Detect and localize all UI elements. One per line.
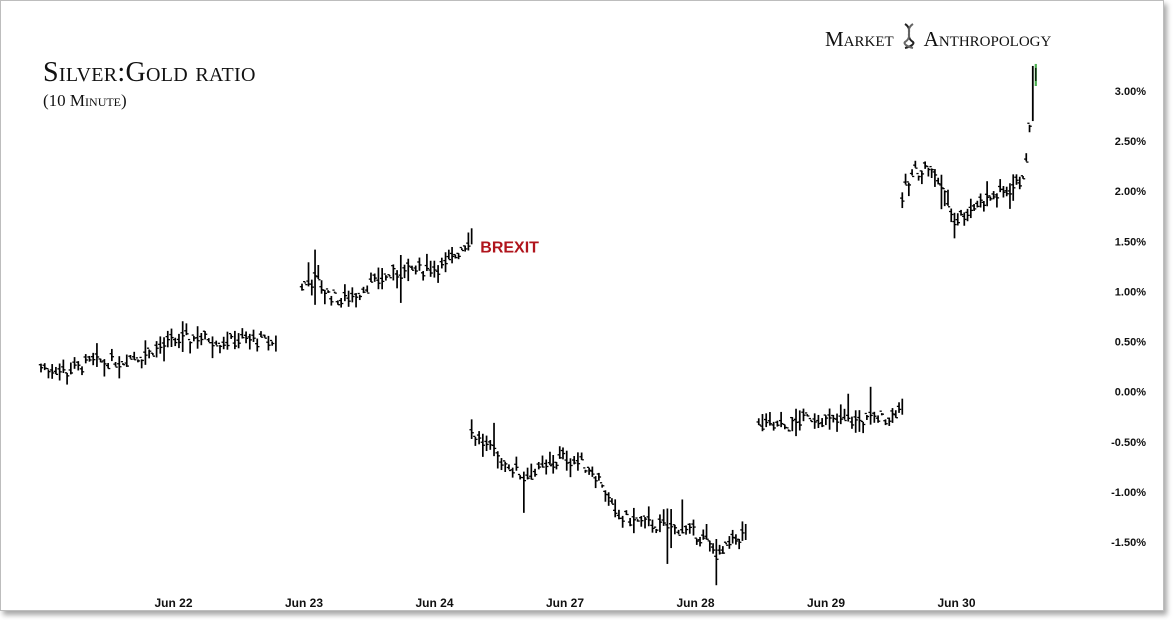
y-tick-label: -0.50%	[1111, 437, 1146, 449]
x-tick-label: Jun 22	[154, 596, 192, 610]
brexit-annotation: BREXIT	[480, 239, 539, 256]
chart-plot: -1.50% -1.00% -0.50% 0.00% 0.50% 1.00% 1.50% 2.…	[38, 63, 1146, 610]
brand-logo: Market Anthropology	[825, 23, 1051, 55]
x-tick-label: Jun 30	[937, 596, 975, 610]
y-tick-label: 2.00%	[1115, 186, 1146, 198]
chart-title: Silver:Gold ratio	[43, 57, 256, 88]
y-tick-label: 1.50%	[1115, 236, 1146, 248]
brand-word-market: Market	[825, 26, 894, 51]
y-tick-label: 0.50%	[1115, 337, 1146, 349]
brand-word-anthropology: Anthropology	[923, 26, 1052, 51]
y-tick-label: 3.00%	[1115, 86, 1146, 98]
x-tick-label: Jun 28	[676, 596, 714, 610]
y-tick-label: 2.50%	[1115, 136, 1146, 148]
chart-frame: Silver:Gold ratio (10 Minute) Market Ant…	[0, 0, 1164, 611]
chart-subtitle: (10 Minute)	[43, 91, 127, 110]
y-tick-label: 0.00%	[1115, 387, 1146, 399]
x-tick-label: Jun 23	[285, 596, 323, 610]
x-tick-label: Jun 29	[807, 596, 845, 610]
x-tick-label: Jun 27	[546, 596, 584, 610]
y-tick-label: -1.00%	[1111, 487, 1146, 499]
y-tick-label: 1.00%	[1115, 286, 1146, 298]
x-tick-label: Jun 24	[415, 596, 453, 610]
y-tick-label: -1.50%	[1111, 537, 1146, 549]
dna-helix-icon	[902, 23, 916, 55]
